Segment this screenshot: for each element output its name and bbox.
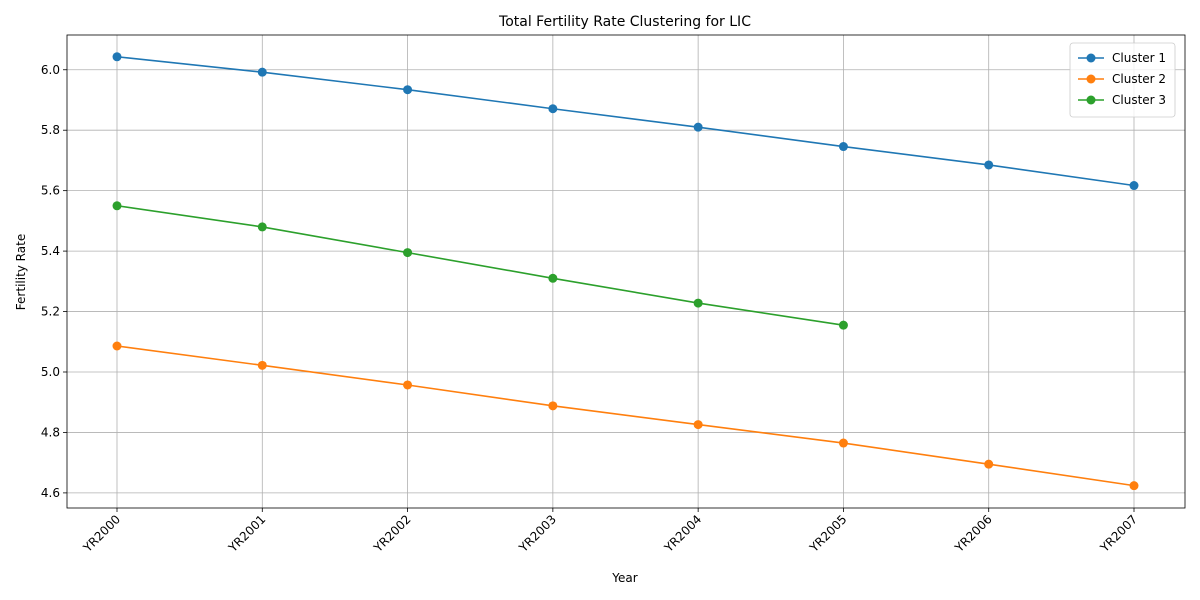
series-line [116, 345, 1135, 487]
data-point [693, 298, 703, 308]
series-3 [112, 201, 848, 330]
data-point [693, 122, 703, 132]
y-tick-label: 5.4 [41, 244, 60, 258]
data-point [403, 380, 413, 390]
data-point [403, 85, 413, 95]
legend-marker [1086, 74, 1096, 84]
x-tick-label: YR2003 [516, 512, 559, 555]
x-tick-label: YR2007 [1097, 512, 1140, 555]
y-tick-label: 5.6 [41, 184, 60, 198]
data-point [257, 67, 267, 77]
series-line [116, 204, 844, 326]
data-point [693, 420, 703, 430]
data-point [112, 52, 122, 62]
data-point [257, 360, 267, 370]
legend-item: Cluster 2 [1078, 72, 1166, 86]
legend-label: Cluster 3 [1112, 93, 1166, 107]
data-point [548, 104, 558, 114]
data-point [548, 273, 558, 283]
legend-label: Cluster 1 [1112, 51, 1166, 65]
y-tick-label: 5.2 [41, 305, 60, 319]
series-line [116, 55, 1135, 187]
y-tick-label: 5.0 [41, 365, 60, 379]
series-lines [112, 52, 1139, 491]
x-tick-label: YR2001 [225, 512, 268, 555]
x-tick-label: YR2005 [806, 512, 849, 555]
data-point [1129, 481, 1139, 491]
data-point [112, 341, 122, 351]
y-axis-title: Fertility Rate [14, 234, 28, 310]
data-point [257, 222, 267, 232]
data-point [838, 320, 848, 330]
legend: Cluster 1 Cluster 2 Cluster 3 [1069, 42, 1176, 118]
x-tick-label: YR2006 [952, 512, 995, 555]
legend-label: Cluster 2 [1112, 72, 1166, 86]
data-point [838, 142, 848, 152]
y-tick-label: 6.0 [41, 63, 60, 77]
y-axis: 4.6 4.8 5.0 5.2 5.4 5.6 5.8 6.0 [41, 63, 67, 500]
legend-marker [1086, 95, 1096, 105]
y-tick-label: 5.8 [41, 123, 60, 137]
data-point [984, 459, 994, 469]
x-tick-label: YR2004 [661, 512, 704, 555]
x-tick-label: YR2002 [370, 512, 413, 555]
data-point [838, 438, 848, 448]
plot-frame [66, 34, 1186, 509]
y-tick-label: 4.6 [41, 486, 60, 500]
x-axis: YR2000 YR2001 YR2002 YR2003 YR2004 YR2005 YR20… [80, 508, 1140, 556]
y-tick-label: 4.8 [41, 425, 60, 439]
legend-marker [1086, 53, 1096, 63]
legend-item: Cluster 1 [1078, 51, 1166, 65]
data-point [403, 248, 413, 258]
legend-item: Cluster 3 [1078, 93, 1166, 107]
x-axis-title: Year [611, 571, 637, 585]
data-point [1129, 181, 1139, 191]
series-2 [112, 341, 1139, 491]
x-tick-label: YR2000 [80, 512, 123, 555]
legend-box [1069, 42, 1176, 118]
chart-title: Total Fertility Rate Clustering for LIC [498, 14, 751, 30]
data-point [984, 160, 994, 170]
data-point [548, 401, 558, 411]
grid-lines [67, 35, 1185, 508]
data-point [112, 201, 122, 211]
series-1 [112, 52, 1139, 191]
